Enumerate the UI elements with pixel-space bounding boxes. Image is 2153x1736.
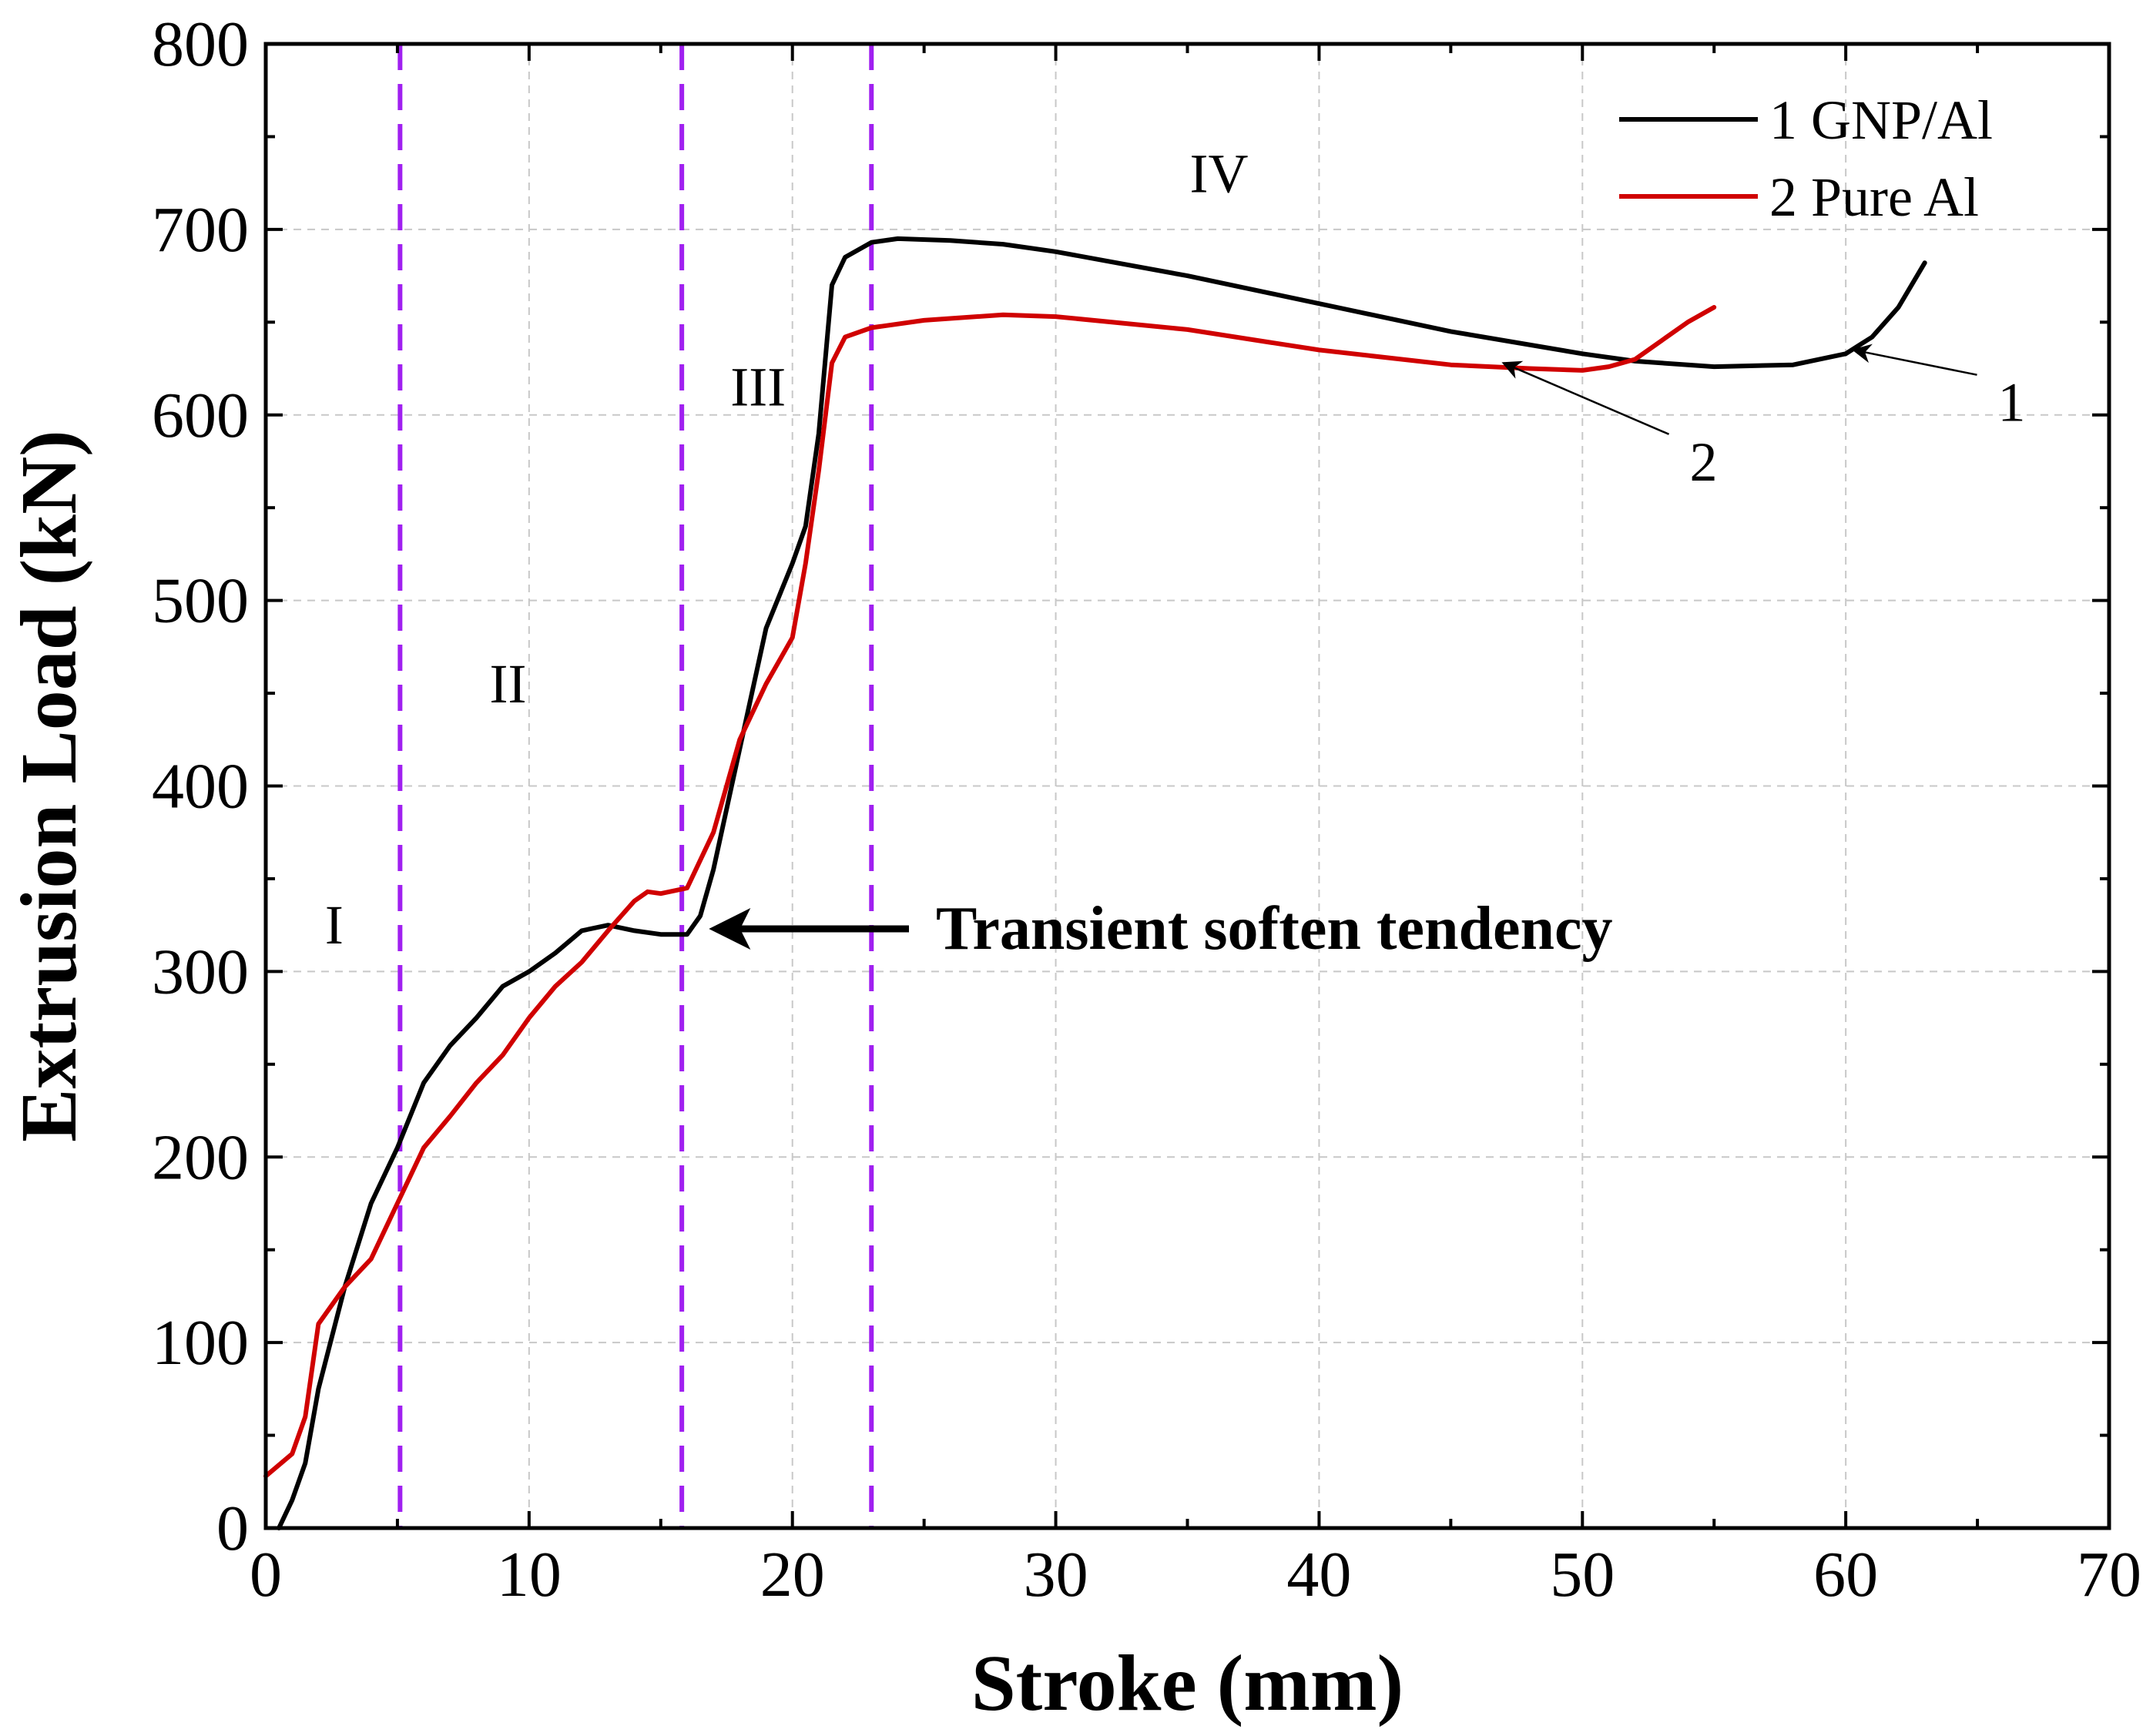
region-boundaries (397, 44, 874, 1528)
y-tick-label: 500 (152, 565, 249, 637)
y-tick-label: 400 (152, 751, 249, 823)
x-tick-label: 60 (1813, 1539, 1878, 1610)
series-line-1 (277, 236, 1927, 1530)
x-tick-label: 0 (250, 1539, 282, 1610)
x-tick-label: 10 (497, 1539, 562, 1610)
y-tick-label: 100 (152, 1307, 249, 1379)
y-tick-label: 300 (152, 936, 249, 1007)
soften-annotation-text: Transient soften tendency (936, 895, 1612, 963)
curve-arrow-1 (1851, 344, 1977, 376)
annotations: Transient soften tendency 1 2 (709, 344, 2026, 963)
y-axis-title: Extrusion Load (kN) (5, 430, 93, 1142)
grid (266, 44, 2109, 1528)
y-tick-label: 200 (152, 1121, 249, 1193)
y-tick-label: 600 (152, 380, 249, 451)
legend-label-1: 1 GNP/Al (1769, 89, 1993, 151)
curve-arrow-2 (1501, 360, 1670, 435)
y-tick-label: 700 (152, 194, 249, 266)
region-label: IV (1190, 143, 1249, 205)
series-line-2 (263, 305, 1717, 1479)
x-tick-label: 20 (760, 1539, 825, 1610)
y-tick-label: 800 (152, 8, 249, 80)
x-tick-label: 40 (1286, 1539, 1351, 1610)
curve-label-1: 1 (1998, 372, 2026, 434)
series-lines (263, 236, 1927, 1530)
legend-label-2: 2 Pure Al (1769, 166, 1979, 228)
region-label: III (730, 357, 786, 418)
x-axis-title: Stroke (mm) (971, 1639, 1403, 1728)
x-tick-label: 70 (2077, 1539, 2141, 1610)
y-tick-label: 0 (216, 1493, 249, 1564)
curve-label-2: 2 (1690, 431, 1718, 493)
region-label: I (325, 894, 344, 956)
legend: 1 GNP/Al 2 Pure Al (1619, 89, 1993, 228)
x-tick-label: 30 (1024, 1539, 1088, 1610)
region-label: II (490, 653, 527, 715)
x-tick-label: 50 (1550, 1539, 1615, 1610)
